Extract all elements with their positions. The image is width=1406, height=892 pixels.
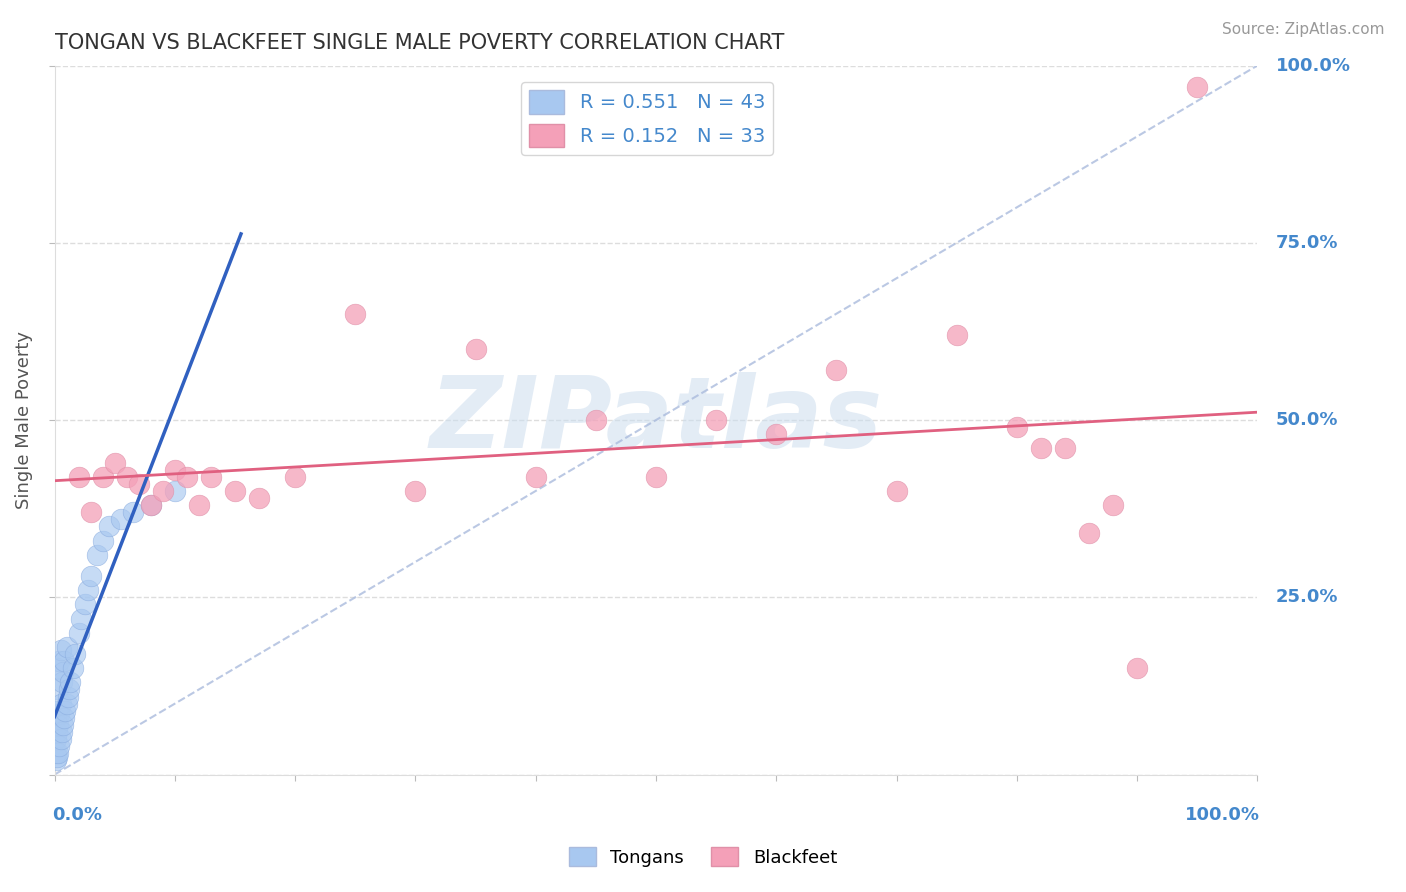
Point xyxy=(945,328,967,343)
Point xyxy=(104,456,127,470)
Point xyxy=(1126,661,1149,675)
Point xyxy=(45,749,67,764)
Point xyxy=(139,498,162,512)
Point xyxy=(62,661,84,675)
Point xyxy=(825,363,848,377)
Point xyxy=(48,654,70,668)
Point xyxy=(585,413,607,427)
Point xyxy=(344,307,367,321)
Point xyxy=(704,413,727,427)
Point xyxy=(765,427,787,442)
Point xyxy=(247,491,270,505)
Point xyxy=(152,483,174,498)
Point xyxy=(58,682,80,697)
Point xyxy=(46,718,69,732)
Point xyxy=(176,469,198,483)
Point xyxy=(67,469,90,483)
Text: 50.0%: 50.0% xyxy=(1275,411,1339,429)
Point xyxy=(187,498,209,512)
Point xyxy=(139,498,162,512)
Point xyxy=(77,583,100,598)
Point xyxy=(55,640,77,654)
Point xyxy=(49,697,72,711)
Point xyxy=(53,704,76,718)
Point xyxy=(645,469,668,483)
Point xyxy=(79,505,101,519)
Point xyxy=(1078,526,1101,541)
Point xyxy=(45,753,67,767)
Point xyxy=(284,469,307,483)
Point xyxy=(163,463,186,477)
Text: Source: ZipAtlas.com: Source: ZipAtlas.com xyxy=(1222,22,1385,37)
Point xyxy=(121,505,143,519)
Text: ZIPatlas: ZIPatlas xyxy=(429,372,883,468)
Point xyxy=(56,690,79,704)
Point xyxy=(73,598,96,612)
Point xyxy=(48,739,70,754)
Point xyxy=(45,661,67,675)
Point xyxy=(67,625,90,640)
Point xyxy=(45,704,67,718)
Point xyxy=(404,483,426,498)
Text: 100.0%: 100.0% xyxy=(1185,806,1260,824)
Point xyxy=(49,643,72,657)
Point xyxy=(45,747,67,761)
Point xyxy=(91,533,114,548)
Point xyxy=(91,469,114,483)
Y-axis label: Single Male Poverty: Single Male Poverty xyxy=(15,331,32,509)
Point xyxy=(45,732,67,747)
Point xyxy=(70,611,93,625)
Point xyxy=(52,718,75,732)
Point xyxy=(53,711,76,725)
Point xyxy=(53,654,76,668)
Point xyxy=(524,469,547,483)
Point xyxy=(1102,498,1125,512)
Point xyxy=(1005,420,1028,434)
Point xyxy=(49,732,72,747)
Text: 100.0%: 100.0% xyxy=(1275,56,1351,75)
Point xyxy=(1029,442,1052,456)
Point xyxy=(464,342,486,356)
Text: 75.0%: 75.0% xyxy=(1275,234,1339,252)
Point xyxy=(886,483,908,498)
Point xyxy=(51,725,73,739)
Point xyxy=(46,747,69,761)
Point xyxy=(51,675,73,690)
Point xyxy=(46,682,69,697)
Point xyxy=(45,711,67,725)
Text: 0.0%: 0.0% xyxy=(52,806,103,824)
Text: TONGAN VS BLACKFEET SINGLE MALE POVERTY CORRELATION CHART: TONGAN VS BLACKFEET SINGLE MALE POVERTY … xyxy=(55,33,785,53)
Point xyxy=(55,697,77,711)
Point xyxy=(115,469,138,483)
Point xyxy=(224,483,246,498)
Legend: R = 0.551   N = 43, R = 0.152   N = 33: R = 0.551 N = 43, R = 0.152 N = 33 xyxy=(522,82,773,155)
Point xyxy=(52,665,75,679)
Point xyxy=(97,519,120,533)
Legend: Tongans, Blackfeet: Tongans, Blackfeet xyxy=(562,840,844,874)
Point xyxy=(1053,442,1076,456)
Text: 25.0%: 25.0% xyxy=(1275,589,1339,607)
Point xyxy=(200,469,222,483)
Point xyxy=(128,476,150,491)
Point xyxy=(63,647,86,661)
Point xyxy=(48,707,70,722)
Point xyxy=(163,483,186,498)
Point xyxy=(59,675,82,690)
Point xyxy=(45,725,67,739)
Point xyxy=(79,569,101,583)
Point xyxy=(86,548,108,562)
Point xyxy=(110,512,132,526)
Point xyxy=(1187,79,1209,94)
